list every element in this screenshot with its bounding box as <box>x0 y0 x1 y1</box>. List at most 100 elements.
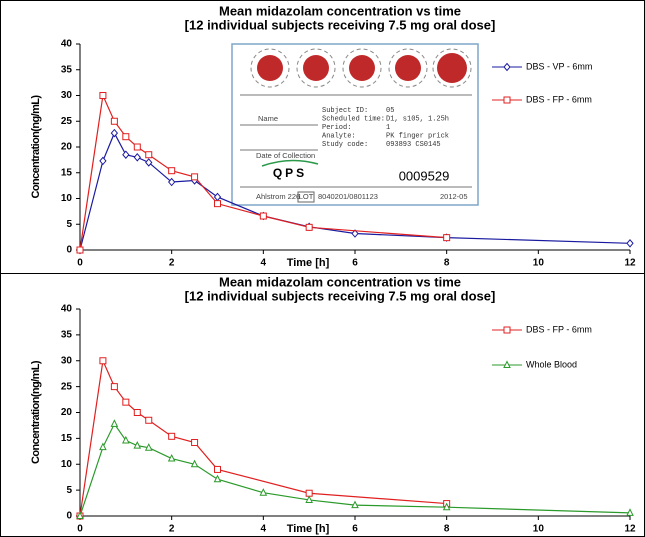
y-axis-label: Concentration(ng/mL) <box>30 95 42 199</box>
x-tick-label: 4 <box>261 524 267 535</box>
card-label: Name <box>258 114 278 123</box>
y-tick-label: 35 <box>61 330 73 341</box>
card-label: Date of Collection <box>256 151 315 160</box>
card-number: 0009529 <box>399 168 450 183</box>
marker <box>259 212 267 220</box>
y-tick-label: 40 <box>61 304 73 315</box>
marker <box>214 200 221 208</box>
marker <box>443 234 451 242</box>
card-footer: 8040201/0801123 <box>318 192 378 201</box>
x-axis-label: Time [h] <box>287 257 330 269</box>
legend-marker <box>503 62 511 72</box>
marker <box>133 143 141 151</box>
marker <box>626 508 634 516</box>
y-tick-label: 15 <box>61 433 73 444</box>
chart-title: Mean midazolam concentration vs time <box>219 274 461 289</box>
y-tick-label: 35 <box>61 64 73 75</box>
marker <box>99 92 107 99</box>
card-field-value: D1, s105, 1.25h <box>386 115 449 123</box>
chart-title: Mean midazolam concentration vs time <box>219 3 461 18</box>
marker <box>76 246 84 254</box>
x-tick-label: 4 <box>261 258 267 269</box>
marker <box>145 158 153 167</box>
card-footer: LOT <box>299 192 314 201</box>
x-tick-label: 2 <box>169 524 175 535</box>
marker <box>214 465 221 473</box>
marker <box>213 192 222 202</box>
blood-spot <box>303 55 329 81</box>
legend-marker <box>503 96 511 104</box>
card-logo: QPS <box>273 166 307 180</box>
y-tick-label: 30 <box>61 355 73 366</box>
marker <box>122 435 130 444</box>
logo-swoosh <box>261 159 319 167</box>
x-tick-label: 8 <box>444 524 450 535</box>
marker <box>168 432 176 440</box>
marker <box>144 443 153 451</box>
y-tick-label: 30 <box>61 90 73 101</box>
card-field-name: Scheduled time: <box>322 115 385 123</box>
inset-card: Name Date of Collection Subject ID: 05Sched… <box>231 43 479 206</box>
marker <box>305 495 313 503</box>
series-line <box>79 93 447 251</box>
legend-marker <box>503 360 511 368</box>
marker <box>99 442 107 451</box>
y-tick-label: 25 <box>61 116 73 127</box>
y-tick-label: 5 <box>66 219 72 230</box>
blood-spot <box>437 53 467 83</box>
card-field-name: Study code: <box>322 141 368 149</box>
x-axis-label: Time [h] <box>287 523 330 535</box>
card-footer: Ahlstrom 226 <box>256 192 300 201</box>
card-ring <box>250 48 290 88</box>
marker <box>133 409 141 416</box>
y-tick-label: 20 <box>61 142 73 153</box>
card-field-value: 1 <box>386 124 390 132</box>
x-tick-label: 2 <box>169 258 175 269</box>
blood-spot <box>395 55 421 81</box>
marker <box>110 117 118 125</box>
card-ring <box>388 48 428 88</box>
marker <box>145 151 153 159</box>
marker <box>99 357 107 365</box>
blood-spot <box>257 55 283 81</box>
lot-box <box>297 191 315 203</box>
marker <box>110 128 119 138</box>
x-tick-label: 12 <box>624 524 636 535</box>
marker <box>110 419 119 427</box>
card-ring <box>432 48 472 88</box>
x-tick-label: 6 <box>352 524 358 535</box>
chart-subtitle: [12 individual subjects receiving 7.5 mg… <box>185 17 496 32</box>
legend-label: Whole Blood <box>526 359 577 369</box>
y-tick-label: 40 <box>61 39 73 50</box>
y-tick-label: 20 <box>61 407 73 418</box>
x-tick-label: 10 <box>533 258 545 269</box>
x-tick-label: 6 <box>352 258 358 269</box>
card-footer: 2012-05 <box>440 192 468 201</box>
card-field-value: 093893 CS0145 <box>386 141 441 149</box>
x-tick-label: 0 <box>77 524 83 535</box>
x-tick-label: 0 <box>77 258 83 269</box>
marker <box>305 223 313 231</box>
marker <box>213 474 222 483</box>
marker <box>191 173 199 181</box>
y-tick-label: 5 <box>66 485 72 496</box>
marker <box>133 441 142 449</box>
marker <box>259 488 268 496</box>
marker <box>190 459 199 468</box>
legend-label: DBS - FP - 6mm <box>526 324 592 334</box>
card-field-value: PK finger prick <box>386 132 449 140</box>
y-tick-label: 10 <box>61 459 73 470</box>
marker <box>122 133 130 141</box>
marker <box>76 511 84 519</box>
series-line <box>79 131 631 251</box>
card-ring <box>296 48 336 88</box>
marker <box>133 153 141 162</box>
marker <box>168 177 176 187</box>
marker <box>99 156 107 166</box>
y-tick-label: 25 <box>61 381 73 392</box>
marker <box>351 500 359 509</box>
x-tick-label: 8 <box>444 258 450 269</box>
legend-marker <box>503 326 511 334</box>
card-field-value: 05 <box>386 107 394 115</box>
